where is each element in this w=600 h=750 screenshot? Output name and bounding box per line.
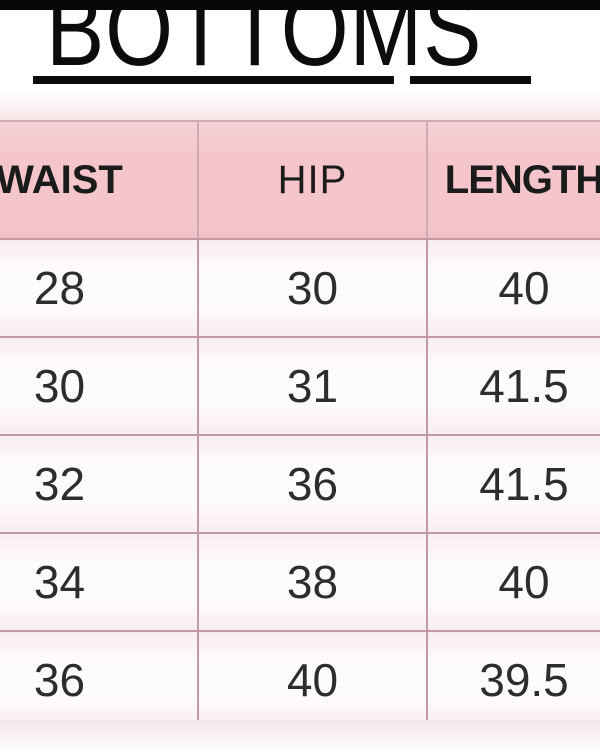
table-row: 36 40 39.5 — [0, 630, 600, 730]
size-table: WAIST HIP LENGTH 28 30 40 30 31 41.5 32 36 41.5 3… — [0, 120, 600, 730]
top-crop-bar — [0, 0, 600, 10]
table-row: 34 38 40 — [0, 532, 600, 632]
table-cell: 41.5 — [426, 336, 600, 436]
table-cell: 30 — [0, 336, 199, 436]
table-cell: 31 — [197, 336, 428, 436]
table-row: 28 30 40 — [0, 238, 600, 338]
title-underline-left — [33, 76, 394, 84]
column-header-hip: HIP — [197, 120, 428, 240]
page-title: BOTTOMS — [46, 0, 483, 88]
table-cell: 40 — [426, 532, 600, 632]
table-cell: 40 — [197, 630, 428, 730]
table-cell: 36 — [197, 434, 428, 534]
table-row: 30 31 41.5 — [0, 336, 600, 436]
size-table-body: 28 30 40 30 31 41.5 32 36 41.5 34 38 40 36 40 39.5 — [0, 238, 600, 730]
header-row: WAIST HIP LENGTH — [0, 120, 600, 240]
table-cell: 38 — [197, 532, 428, 632]
column-header-waist: WAIST — [0, 120, 199, 240]
table-cell: 36 — [0, 630, 199, 730]
table-cell: 40 — [426, 238, 600, 338]
table-row: 32 36 41.5 — [0, 434, 600, 534]
size-table-header: WAIST HIP LENGTH — [0, 120, 600, 240]
table-cell: 41.5 — [426, 434, 600, 534]
title-underline-right — [410, 76, 531, 84]
table-cell: 34 — [0, 532, 199, 632]
table-cell: 30 — [197, 238, 428, 338]
table-cell: 28 — [0, 238, 199, 338]
footer-strip — [0, 720, 600, 750]
column-header-length: LENGTH — [426, 120, 600, 240]
table-cell: 39.5 — [426, 630, 600, 730]
table-cell: 32 — [0, 434, 199, 534]
fade-strip — [0, 86, 600, 120]
